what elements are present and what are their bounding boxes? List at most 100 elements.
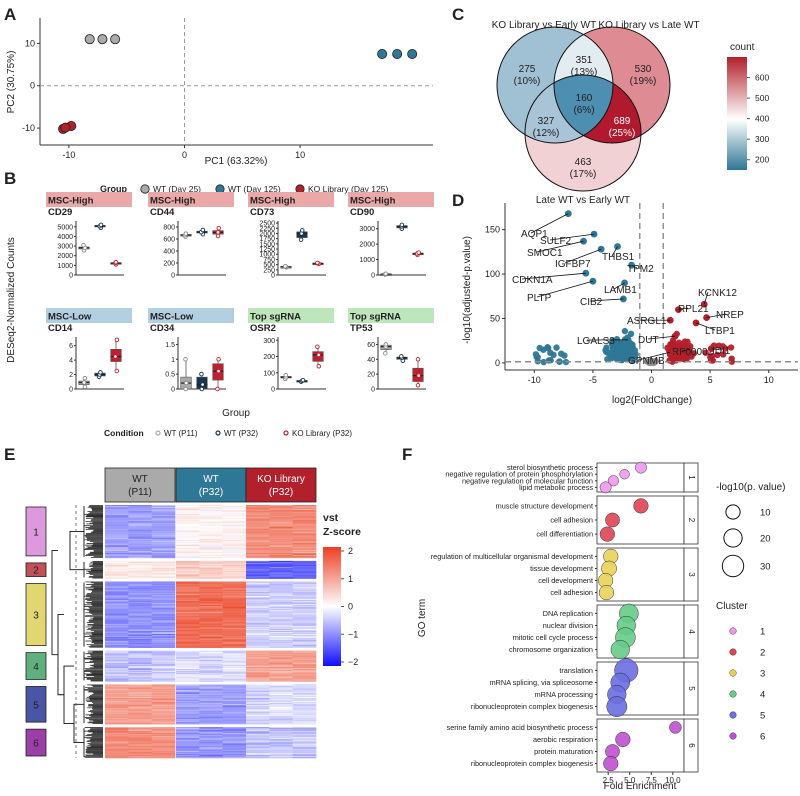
pca-x-tick-label: 10: [295, 150, 305, 160]
go-term-label: cell adhesion: [550, 516, 593, 525]
venn-count: 327: [538, 116, 555, 127]
box-point: [301, 378, 305, 382]
go-term-label: mitotic cell cycle process: [513, 633, 594, 642]
box-y-tick-label: 300: [263, 338, 275, 345]
box-y-tick-label: 0: [371, 273, 375, 280]
go-panel-1: 1sterol biosynthetic processnegative reg…: [445, 462, 698, 493]
pca-y-tick-label: -10: [22, 123, 35, 133]
box-point: [417, 251, 421, 255]
go-term-label: regulation of multicellular organismal d…: [431, 552, 593, 561]
volcano-x-tick-label: -5: [589, 375, 597, 385]
heatmap-cell: [246, 723, 270, 724]
panel-letter-F: F: [402, 445, 412, 464]
go-term-label: mRNA processing: [535, 690, 593, 699]
heatmap-colorbar-label: 2: [348, 546, 353, 556]
heatmap-cluster-label: 1: [33, 527, 39, 538]
venn-set-label: KO Library vs Late WT: [598, 20, 699, 31]
heatmap-column-label: WT: [203, 474, 219, 485]
box-point: [184, 381, 188, 385]
box-y-tick-label: 0: [69, 273, 73, 280]
box-panel-CD73: MSC-HighCD730250500750100012501500175020…: [248, 192, 334, 280]
box-panel-OSR2: Top sgRNAOSR20100200300: [248, 308, 334, 394]
heatmap-cell: [293, 723, 317, 724]
box-point: [400, 223, 404, 227]
box-panel-CD44: MSC-HighCD440200400600800: [148, 192, 234, 280]
go-term-label: mRNA splicing, via spliceosome: [490, 678, 593, 687]
go-cluster-legend-label: 6: [760, 732, 765, 743]
heatmap-cell: [223, 578, 247, 579]
go-point: [635, 462, 646, 473]
go-panel-2: 2muscle structure developmentcell adhesi…: [496, 496, 698, 544]
volcano-point: [547, 357, 553, 363]
box-point: [400, 355, 404, 359]
box-y-tick-label: 100: [263, 370, 275, 377]
box-point: [115, 338, 119, 342]
heatmap-cell: [152, 757, 176, 758]
box-panel-category: MSC-High: [150, 196, 196, 207]
box-panel-category: Top sgRNA: [350, 312, 401, 323]
box-point: [184, 232, 188, 236]
volcano-point-label: LAMB1: [604, 285, 637, 296]
pca-x-label: PC1 (63.32%): [205, 156, 268, 167]
pca-point: [85, 35, 94, 44]
go-term-label: protein maturation: [534, 747, 593, 756]
heatmap-cell: [199, 578, 223, 579]
heatmap-cell: [269, 681, 293, 682]
volcano-point-label: DUT: [638, 335, 659, 346]
volcano-y-tick-label: 150: [485, 225, 500, 235]
heatmap-colorbar-label: −2: [348, 657, 358, 667]
box-point: [384, 272, 388, 276]
go-cluster-legend-key: [730, 649, 737, 656]
box-point: [200, 387, 204, 391]
box-y-tick-label: 0.5: [165, 372, 175, 379]
heatmap-colorbar-label: 0: [348, 602, 353, 612]
heatmap-column-label: (P32): [199, 487, 223, 498]
venn-colorbar-label: 400: [755, 114, 769, 124]
box-legend-label: WT (P11): [164, 429, 198, 438]
go-term-label: serine family amino acid biosynthetic pr…: [447, 723, 594, 732]
heatmap-colorbar-title: Z-score: [323, 526, 361, 538]
heatmap-cell: [246, 647, 270, 648]
box-y-tick-label: 800: [163, 225, 175, 232]
box-point: [416, 357, 420, 361]
heatmap-cell: [293, 681, 317, 682]
volcano-point-label: KCNK12: [698, 288, 737, 299]
box-y-tick-label: 0: [271, 387, 275, 394]
go-term-label: tissue development: [530, 564, 593, 573]
venn-pct: (6%): [573, 105, 594, 116]
box-point: [316, 261, 320, 265]
go-point: [605, 513, 619, 527]
venn-set-label: KO Library vs Early WT: [492, 20, 596, 31]
heatmap-dendro-branch: [64, 666, 74, 723]
heatmap-cell: [128, 723, 152, 724]
pca-x-tick-label: 0: [182, 150, 187, 160]
heatmap-column-label: (P32): [269, 487, 293, 498]
heatmap-cell: [176, 757, 200, 758]
go-point: [600, 527, 615, 542]
volcano-point-label: THBS1: [602, 252, 635, 263]
box-point: [216, 231, 220, 235]
heatmap-cell: [105, 723, 129, 724]
volcano-point: [684, 339, 690, 345]
go-point: [634, 499, 649, 514]
heatmap-cell: [128, 681, 152, 682]
box-y-tick-label: 2: [69, 372, 73, 379]
volcano-point-label: IGFBP7: [555, 259, 591, 270]
venn-chart: 275(10%)351(13%) 530(19%)160(6%)327(12%)6…: [460, 0, 769, 220]
panel-letter-E: E: [4, 445, 15, 464]
go-size-legend-title: -log10(p. value): [716, 482, 785, 493]
box-point: [201, 383, 205, 387]
heatmap-cell: [293, 647, 317, 648]
go-panel-frame: [597, 605, 684, 658]
volcano-point: [544, 344, 550, 350]
box-y-tick-label: 6: [69, 343, 73, 350]
volcano-point: [553, 344, 559, 350]
heatmap-cluster-label: 5: [33, 700, 39, 711]
volcano-y-tick-label: 100: [485, 269, 500, 279]
box-point: [115, 369, 119, 373]
volcano-x-tick-label: -10: [528, 375, 541, 385]
go-term-label: cell adhesion: [550, 588, 593, 597]
heatmap-cell: [128, 578, 152, 579]
box-point: [184, 387, 188, 391]
heatmap-cell: [128, 557, 152, 558]
